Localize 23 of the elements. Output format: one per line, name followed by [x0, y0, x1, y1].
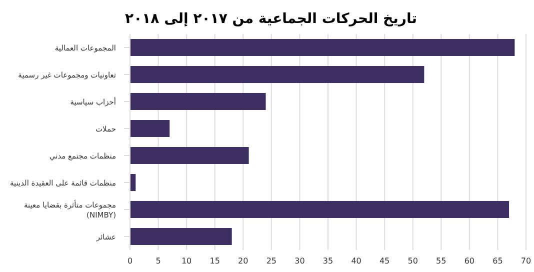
x-tick-label: 40: [351, 256, 362, 266]
x-tick-label: 15: [210, 256, 220, 266]
bar: [130, 66, 424, 83]
bar: [130, 39, 515, 56]
x-tick-label: 0: [127, 256, 133, 266]
bar: [130, 228, 232, 245]
x-tick-label: 45: [379, 256, 390, 266]
x-tick-label: 20: [238, 256, 248, 266]
bar: [130, 201, 510, 218]
x-tick-label: 50: [408, 256, 418, 266]
bar: [130, 147, 249, 164]
x-tick-label: 35: [322, 256, 334, 266]
x-tick-label: 65: [492, 256, 503, 266]
x-tick-label: 30: [294, 256, 305, 266]
bar: [130, 120, 170, 137]
x-tick-label: 60: [464, 256, 475, 266]
x-tick-label: 10: [181, 256, 192, 266]
chart-title: تاريخ الحركات الجماعية من ٢٠١٧ إلى ٢٠١٨: [124, 10, 418, 29]
x-tick-label: 5: [156, 256, 161, 266]
x-tick-label: 70: [520, 256, 532, 266]
bar: [130, 93, 266, 110]
x-tick-label: 25: [266, 256, 277, 266]
x-tick-label: 55: [436, 256, 446, 266]
